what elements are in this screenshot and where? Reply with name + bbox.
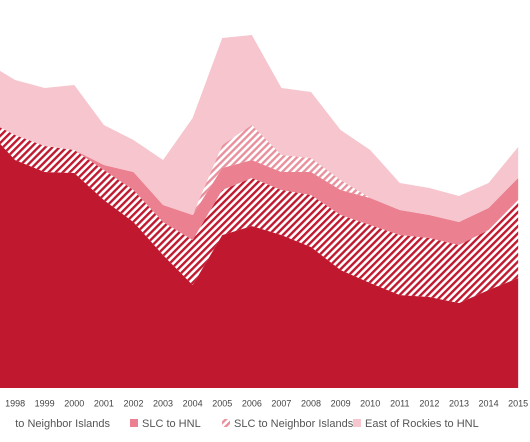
x-tick-label: 2000 — [64, 398, 84, 408]
area — [0, 35, 519, 222]
x-tick-label: 2001 — [94, 398, 114, 408]
x-tick-label: 2006 — [242, 398, 262, 408]
legend-swatch — [353, 419, 361, 427]
x-tick-label: 2004 — [183, 398, 203, 408]
x-tick-label: 2011 — [390, 398, 409, 408]
x-tick-label: 2002 — [123, 398, 143, 408]
area — [0, 143, 519, 388]
legend-swatch — [130, 419, 138, 427]
legend-label: SLC to Neighbor Islands — [234, 418, 354, 430]
x-tick-label: 2015 — [508, 398, 528, 408]
x-tick-label: 2005 — [212, 398, 232, 408]
x-tick-label: 2008 — [301, 398, 321, 408]
x-tick-label: 2009 — [331, 398, 351, 408]
x-tick-label: 1999 — [35, 398, 55, 408]
x-tick-label: 2013 — [449, 398, 469, 408]
x-tick-label: 1998 — [5, 398, 25, 408]
area — [0, 127, 519, 245]
area — [0, 125, 519, 222]
legend-label: SLC to HNL — [142, 418, 201, 430]
x-tick-label: 2003 — [153, 398, 173, 408]
x-tick-label: 2014 — [479, 398, 499, 408]
legend-label: East of Rockies to HNL — [365, 418, 479, 430]
legend-swatch — [222, 419, 230, 427]
x-tick-label: 2010 — [360, 398, 380, 408]
x-tick-label: 2012 — [419, 398, 439, 408]
x-tick-label: 2007 — [271, 398, 291, 408]
area — [0, 127, 519, 303]
legend-label: to Neighbor Islands — [15, 418, 110, 430]
